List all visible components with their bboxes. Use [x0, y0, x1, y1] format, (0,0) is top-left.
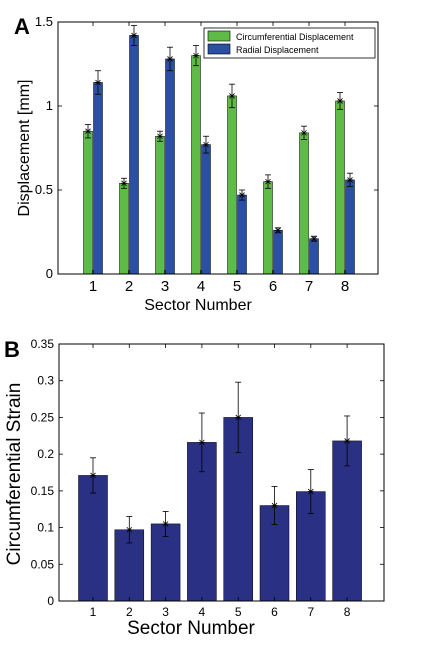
legend-swatch-radial — [207, 43, 231, 55]
panel-a-bar-s1-7 — [309, 238, 319, 275]
panel-a-bar-s1-8 — [345, 179, 355, 275]
panel-a-xtick-label: 8 — [341, 278, 349, 295]
panel-b-xtick-label: 2 — [126, 605, 133, 619]
panel-a-xtick-label: 5 — [233, 278, 241, 295]
panel-b-ytick-label: 0 — [47, 594, 54, 608]
panel-a-marker-s0-8 — [337, 98, 343, 104]
panel-b-marker-s0-6 — [271, 502, 278, 509]
panel-a-xtick-label: 1 — [89, 278, 97, 295]
panel-a-marker-s0-2 — [121, 180, 127, 187]
panel-b-bar-s0-1 — [78, 475, 108, 602]
legend-box — [203, 27, 376, 59]
panel-a-x-axis-label: Sector Number — [144, 297, 252, 314]
panel-b-ytick-label: 0.25 — [31, 410, 55, 424]
panel-a-bar-s0-3 — [155, 135, 165, 275]
panel-a-bar-s0-1 — [83, 130, 93, 275]
panel-b-xtick-label: 6 — [271, 605, 278, 619]
panel-a-marker-s1-5 — [239, 192, 245, 198]
legend-swatch-circumferential — [207, 30, 231, 42]
panel-letter-a: A — [14, 14, 30, 39]
panel-b-ytick-label: 0.05 — [31, 557, 55, 571]
legend-label-circumferential: Circumferential Displacement — [236, 32, 354, 42]
panel-b-marker-s0-5 — [235, 414, 242, 421]
panel-b-marker-s0-8 — [344, 438, 351, 444]
panel-a-legend: Circumferential Displacement Radial Disp… — [203, 27, 376, 59]
panel-a-bar-s1-4 — [201, 144, 211, 275]
panel-b-ytick-label: 0.35 — [31, 337, 55, 351]
panel-b-bars — [78, 381, 362, 602]
panel-a-marker-s1-7 — [311, 235, 317, 242]
panel-b-ytick-label: 0.3 — [37, 374, 54, 388]
panel-a-marker-s0-5 — [229, 93, 235, 99]
panel-b-marker-s0-2 — [126, 526, 133, 533]
panel-b-marker-s0-4 — [198, 439, 205, 446]
panel-a-xtick-label: 4 — [197, 278, 205, 295]
panel-a-x-ticks: 1 2 3 4 5 6 7 8 — [89, 22, 349, 295]
panel-a-marker-s1-2 — [131, 32, 137, 39]
panel-a-marker-s1-4 — [203, 141, 209, 148]
panel-a-ytick-label: 0 — [46, 266, 53, 281]
panel-b-xtick-label: 7 — [307, 605, 314, 619]
panel-b-xtick-label: 3 — [162, 605, 169, 619]
panel-a-marker-s0-3 — [157, 133, 163, 140]
panel-a-xtick-label: 6 — [269, 278, 277, 295]
panel-a-xtick-label: 3 — [161, 278, 169, 295]
panel-a-ytick-label: 1 — [46, 98, 53, 113]
panel-a-bar-s0-8 — [335, 100, 345, 275]
panel-b-plot-frame — [58, 343, 385, 602]
panel-b-xtick-label: 8 — [344, 605, 351, 619]
panel-b-xtick-label: 4 — [199, 605, 206, 619]
panel-b-xtick-label: 5 — [235, 605, 242, 619]
panel-b-ytick-label: 0.2 — [37, 447, 54, 461]
panel-letter-b: B — [4, 337, 20, 362]
panel-a: A 0 0.5 1 1.5 1 2 3 4 5 6 7 8 Sector Number Displa… — [14, 14, 379, 314]
panel-b-marker-s0-3 — [162, 521, 169, 527]
panel-a-bar-s1-3 — [165, 58, 175, 275]
panel-b-x-axis-label: Sector Number — [127, 618, 255, 639]
panel-a-marker-s1-6 — [275, 227, 281, 234]
panel-b-xtick-label: 1 — [90, 605, 97, 619]
panel-a-bar-s0-6 — [263, 181, 273, 275]
panel-a-xtick-label: 2 — [125, 278, 133, 295]
panel-a-marker-s0-6 — [265, 178, 271, 185]
panel-b-x-ticks: 1 2 3 4 5 6 7 8 — [90, 344, 351, 619]
panel-b-marker-s0-1 — [90, 472, 96, 479]
panel-a-marker-s0-1 — [85, 128, 91, 134]
panel-a-ytick-label: 0.5 — [35, 182, 53, 197]
panel-a-bar-s1-1 — [93, 82, 103, 275]
panel-a-bar-s1-2 — [129, 35, 139, 275]
panel-b-ytick-label: 0.15 — [31, 484, 55, 498]
panel-a-bar-s0-5 — [227, 95, 237, 275]
panel-a-bar-s0-4 — [191, 55, 201, 275]
panel-a-marker-s1-3 — [167, 56, 173, 62]
panel-a-xtick-label: 7 — [305, 278, 313, 295]
panel-a-bar-s1-5 — [237, 194, 247, 275]
legend-label-radial: Radial Displacement — [236, 45, 319, 55]
panel-a-bar-s0-7 — [299, 132, 309, 275]
panel-a-ytick-label: 1.5 — [35, 14, 53, 29]
panel-b-y-axis-label: Circumferential Strain — [4, 383, 25, 566]
panel-a-marker-s1-1 — [95, 79, 101, 86]
panel-b-ytick-label: 0.1 — [37, 521, 54, 535]
panel-b-bar-s0-8 — [332, 440, 362, 602]
panel-b-y-ticks: 0 0.05 0.1 0.15 0.2 0.25 0.3 0.35 — [31, 337, 384, 608]
panel-b: B 0 0.05 0.1 0.15 0.2 0.25 0.3 0.35 1 2 3 4 5 6 7 8 Se… — [4, 337, 385, 639]
panel-a-y-ticks: 0 0.5 1 1.5 — [35, 14, 378, 281]
panel-a-plot-frame — [57, 21, 379, 275]
panel-a-marker-s0-7 — [301, 130, 307, 136]
panel-a-bar-s0-2 — [119, 183, 129, 275]
panel-a-y-axis-label: Displacement [mm] — [16, 80, 33, 217]
panel-b-marker-s0-7 — [307, 488, 314, 495]
panel-a-marker-s0-4 — [193, 52, 199, 59]
panel-a-marker-s1-8 — [347, 177, 353, 183]
panel-a-bars — [83, 24, 355, 275]
panel-a-bar-s1-6 — [273, 230, 283, 275]
